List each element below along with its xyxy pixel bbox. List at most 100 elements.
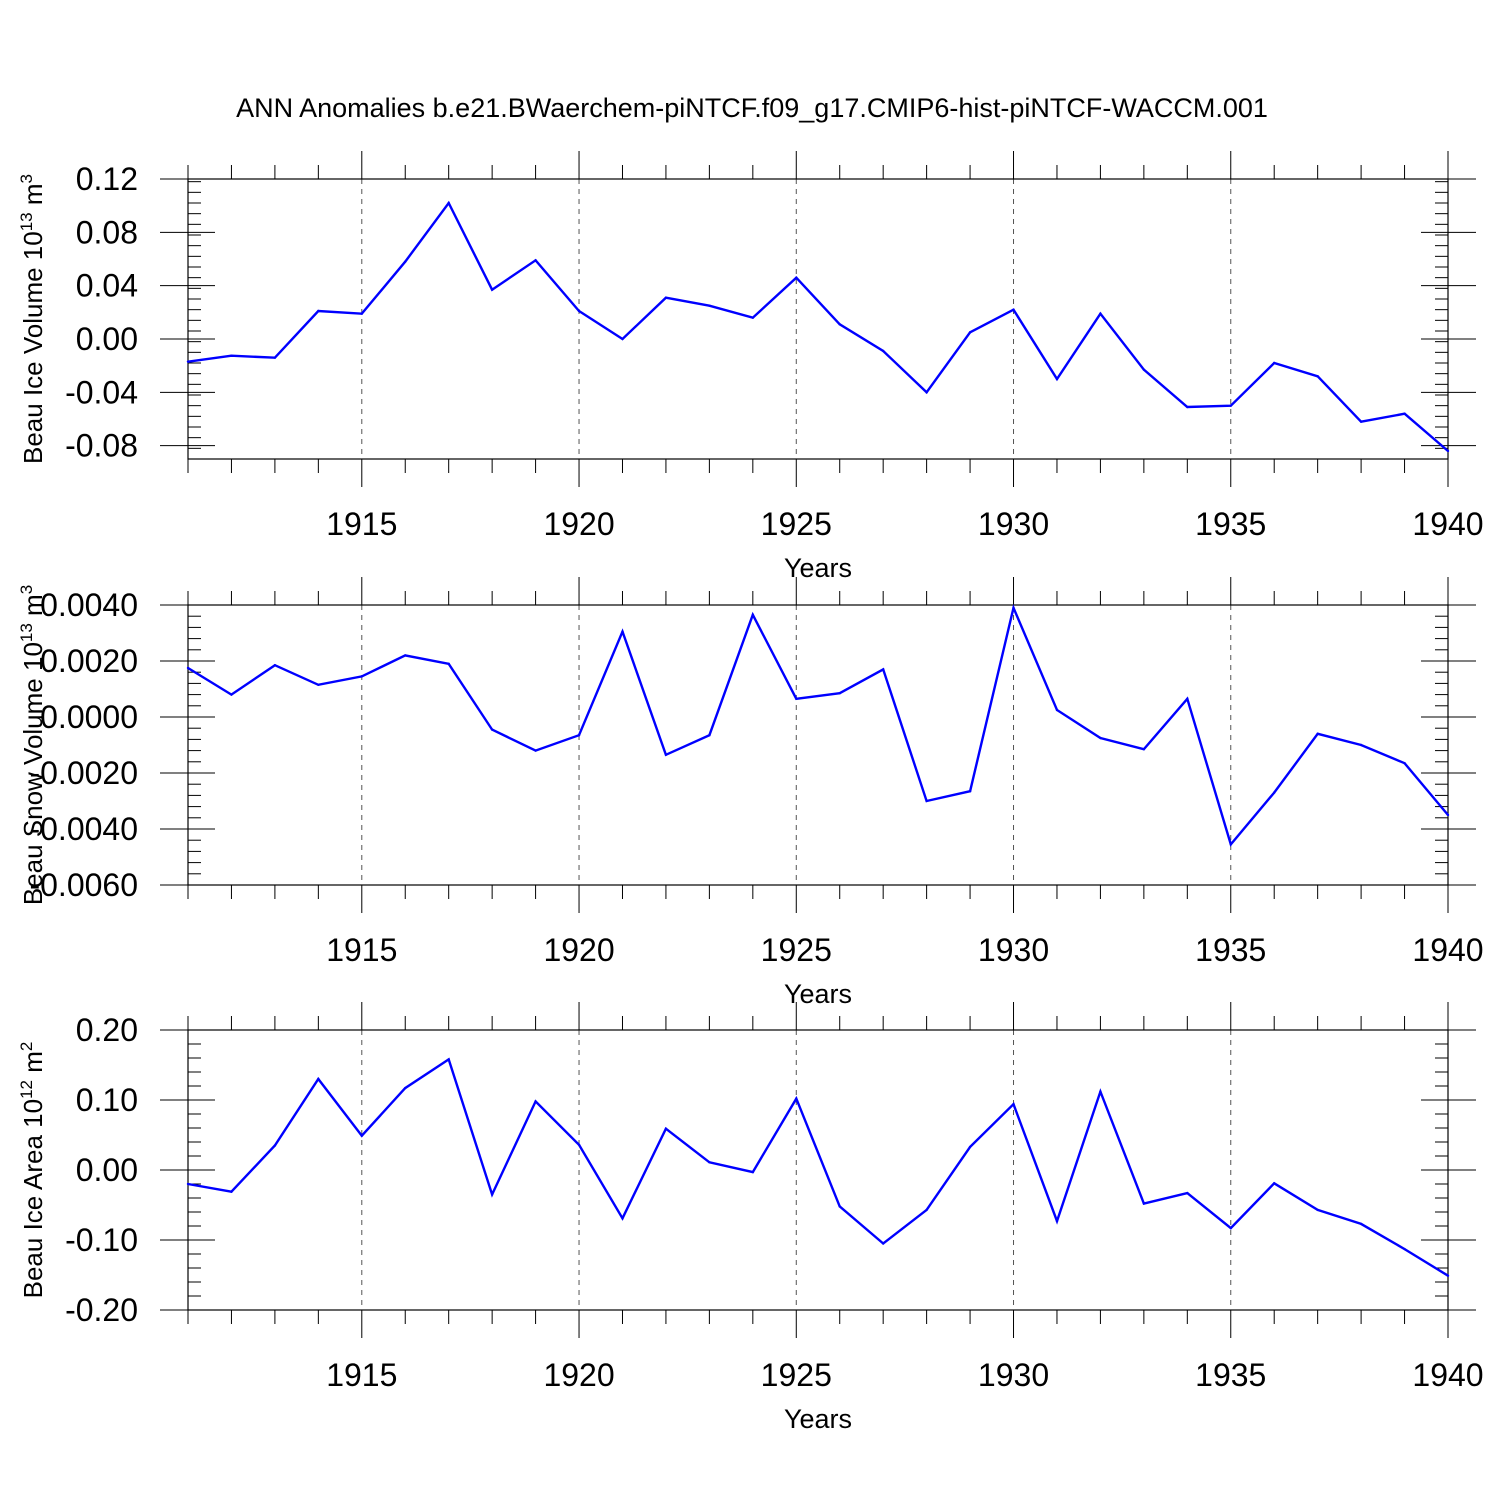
data-point: [317, 1077, 320, 1081]
data-point: [621, 630, 624, 633]
data-point: [664, 753, 668, 756]
data-point: [1186, 405, 1189, 409]
data-point: [838, 323, 841, 326]
data-point: [273, 664, 277, 667]
data-point: [1055, 377, 1059, 381]
data-point: [534, 1100, 537, 1103]
data-point: [881, 668, 885, 671]
data-point: [1446, 449, 1450, 453]
x-tick-label: 1940: [1412, 1357, 1483, 1393]
data-point: [838, 692, 841, 695]
data-point: [795, 697, 798, 700]
data-point: [664, 1127, 668, 1130]
y-axis-label: Beau Ice Area 1012 m2: [17, 1042, 48, 1299]
x-tick-label: 1930: [978, 1357, 1049, 1393]
plot-frame: [187, 1029, 1449, 1311]
data-point: [230, 693, 233, 696]
data-point: [795, 1097, 798, 1100]
y-axis-label-exponent: 13: [17, 212, 36, 231]
data-point: [1359, 420, 1363, 423]
data-point: [490, 288, 494, 291]
plot-frame: [187, 178, 1449, 460]
data-point: [230, 354, 233, 357]
figure-title: ANN Anomalies b.e21.BWaerchem-piNTCF.f09…: [236, 93, 1268, 123]
data-point: [447, 1058, 450, 1061]
data-point: [881, 349, 885, 353]
data-point: [1403, 1247, 1406, 1251]
y-tick-label: -0.0040: [29, 811, 138, 847]
y-tick-label: 0.0040: [40, 587, 138, 623]
data-point: [273, 356, 277, 359]
data-point: [360, 675, 363, 678]
data-point: [1142, 368, 1146, 371]
y-tick-label: -0.0060: [29, 867, 138, 903]
y-axis-label-unit: m: [18, 1051, 48, 1080]
x-tick-label: 1925: [761, 506, 832, 542]
data-point: [1359, 743, 1363, 747]
y-tick-label: 0.00: [76, 321, 138, 357]
data-point: [881, 1242, 885, 1245]
series-line: [187, 603, 1449, 847]
data-point: [404, 654, 407, 657]
data-point: [1186, 697, 1189, 700]
data-point: [621, 337, 624, 341]
y-axis-label: Beau Ice Volume 1013 m3: [17, 174, 48, 464]
data-point: [1316, 732, 1319, 735]
data-point: [925, 1208, 928, 1212]
x-tick-label: 1915: [326, 1357, 397, 1393]
data-point: [490, 1193, 494, 1196]
ice-volume-panel: 0.12 0.08 0.04 0.00 -0.04 -0.08 1915 1920 1925 19…: [17, 151, 1484, 583]
y-tick-label: 0.10: [76, 1082, 138, 1118]
series-line: [187, 1057, 1449, 1277]
x-tick-label: 1930: [978, 506, 1049, 542]
y-axis-label: Beau Snow Volume 1013 m3: [17, 585, 48, 905]
y-axis-label-unit: m: [18, 183, 48, 212]
series-line: [187, 200, 1449, 452]
x-tick-label: 1935: [1195, 506, 1266, 542]
x-tick-label: 1930: [978, 932, 1049, 968]
data-point: [1142, 1202, 1146, 1205]
data-point: [534, 259, 537, 262]
data-point: [1359, 1222, 1363, 1226]
data-point: [447, 662, 450, 665]
data-point: [708, 304, 711, 307]
data-point: [534, 749, 537, 752]
data-point: [968, 331, 972, 334]
y-axis-label-exponent: 12: [17, 1080, 36, 1099]
data-point: [1316, 375, 1319, 378]
data-point: [1403, 762, 1406, 765]
snow-volume-panel: 0.0040 0.0020 0.0000 -0.0020 -0.0040 -0.0060 1…: [17, 577, 1484, 1009]
data-point: [1142, 748, 1146, 751]
y-axis-label-text: Beau Snow Volume 10: [18, 642, 48, 905]
y-tick-label: -0.08: [65, 428, 138, 464]
data-point: [447, 201, 450, 205]
x-tick-label: 1940: [1412, 506, 1483, 542]
data-point: [1446, 813, 1450, 817]
y-tick-label: 0.08: [76, 214, 138, 250]
x-tick-label: 1920: [543, 506, 614, 542]
x-tick-label: 1915: [326, 506, 397, 542]
data-point: [925, 799, 928, 803]
data-point: [795, 276, 798, 279]
data-point: [1012, 606, 1015, 609]
x-tick-label: 1935: [1195, 932, 1266, 968]
x-axis-label: Years: [784, 1404, 852, 1434]
y-axis-label-unit-exponent: 2: [17, 1042, 36, 1051]
data-point: [838, 1205, 841, 1208]
x-tick-label: 1940: [1412, 932, 1483, 968]
y-tick-label: -0.0020: [29, 755, 138, 791]
data-point: [1099, 312, 1102, 315]
data-point: [751, 613, 755, 616]
y-axis-label-exponent: 13: [17, 623, 36, 642]
x-axis-label: Years: [784, 979, 852, 1009]
data-point: [1229, 843, 1232, 846]
x-tick-label: 1920: [543, 1357, 614, 1393]
data-point: [404, 1086, 407, 1090]
data-point: [925, 391, 928, 394]
data-point: [577, 734, 581, 737]
data-point: [1055, 708, 1059, 712]
y-tick-label: 0.04: [76, 268, 138, 304]
plot-frame: [187, 604, 1449, 886]
data-point: [1099, 1090, 1102, 1093]
